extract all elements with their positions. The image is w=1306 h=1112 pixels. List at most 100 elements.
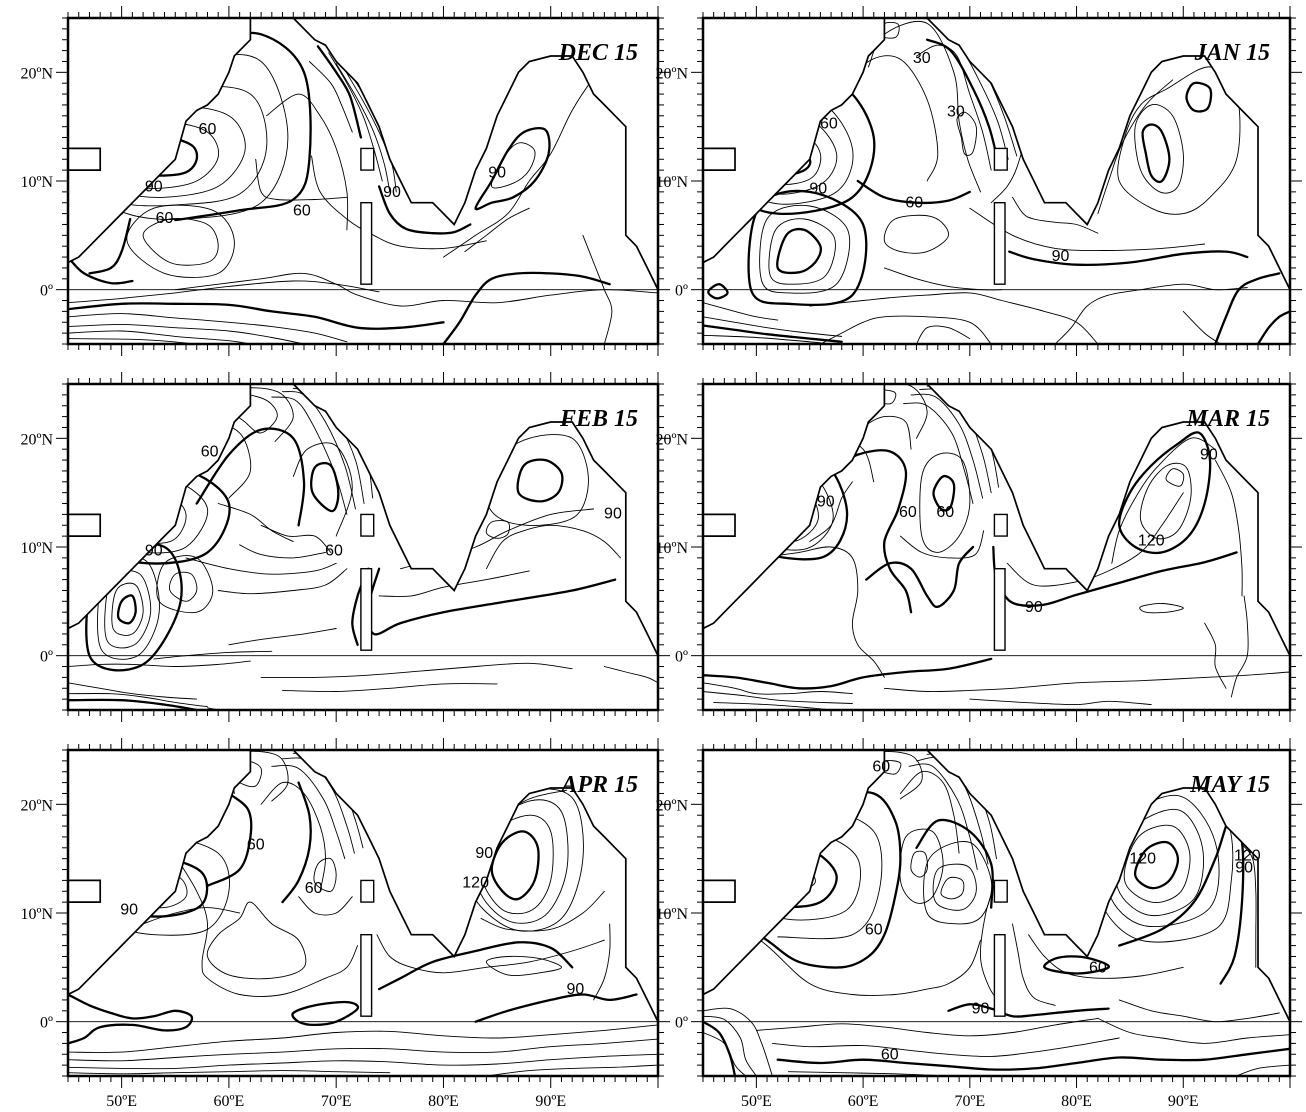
panel-title-jan: JAN 15 [1194, 40, 1270, 66]
contour-line [883, 267, 1003, 291]
contour-line [856, 179, 971, 205]
x-tick-label: 50ºE [106, 1093, 137, 1110]
y-tick-label: 10ºN [20, 174, 53, 191]
contour-label: 90 [383, 184, 401, 201]
contour-line [1139, 603, 1184, 614]
land-mask [703, 750, 1290, 1023]
contour-label: 90 [567, 981, 585, 998]
contour-line [923, 841, 993, 925]
y-tick-label: 0º [40, 649, 53, 666]
contour-line [1141, 123, 1171, 184]
contour-line [1008, 250, 1249, 266]
contour-line [969, 698, 1152, 706]
contour-line [703, 657, 993, 690]
contour-label: 120 [1138, 532, 1165, 549]
contour-line [68, 682, 198, 700]
contour-line [910, 393, 984, 499]
contour-line [1134, 104, 1184, 194]
contour-line [485, 1064, 658, 1076]
contour-line [68, 255, 134, 285]
y-tick-label: 0º [675, 1015, 688, 1032]
contour-line [111, 582, 144, 636]
x-tick-label: 70ºE [321, 1093, 352, 1110]
contour-line [313, 857, 337, 892]
contour-line [703, 682, 853, 695]
lakshadweep-island [360, 513, 375, 537]
contour-label: 90 [1200, 447, 1218, 464]
contour-line [68, 693, 208, 708]
lakshadweep-island [360, 879, 375, 903]
maldives-island [360, 202, 373, 285]
tick-marks [691, 372, 1302, 722]
contour-label: 30 [913, 50, 931, 67]
contour-line [308, 61, 353, 133]
y-tick-label: 20ºN [655, 431, 688, 448]
contour-line [899, 530, 985, 559]
y-tick-label: 10ºN [655, 540, 688, 557]
contour-line [195, 427, 306, 527]
x-tick-label: 60ºE [214, 1093, 245, 1110]
contour-line [239, 544, 326, 559]
contour-line [156, 555, 214, 614]
contour-line [1185, 81, 1213, 113]
x-tick-label: 70ºE [954, 1093, 985, 1110]
contour-line [883, 214, 949, 254]
contour-line [485, 955, 562, 976]
y-tick-label: 20ºN [655, 797, 688, 814]
contour-layer: 90 60 60 90 120 90 [703, 384, 1290, 710]
y-tick-label: 20ºN [20, 431, 53, 448]
map-panel-feb: 60 90 60 90 FEB 15 20ºN 10ºN 0º [20, 372, 670, 722]
contour-line [1012, 923, 1056, 1006]
x-tick-label: 50ºE [741, 1093, 772, 1110]
contour-line [68, 993, 194, 1045]
y-tick-label: 0º [40, 1015, 53, 1032]
lakshadweep-island [993, 147, 1008, 171]
contour-layer: 30 30 60 90 60 90 [703, 18, 1290, 344]
contour-line [771, 1037, 1120, 1057]
contour-line [68, 302, 445, 330]
contour-label: 120 [1129, 851, 1156, 868]
contour-line [68, 1024, 658, 1053]
contour-label: 60 [247, 837, 265, 854]
contour-line [68, 1070, 391, 1075]
contour-line [776, 227, 822, 275]
contour-line [707, 283, 729, 300]
contour-line [516, 458, 564, 503]
lakshadweep-island [993, 513, 1008, 537]
contour-line [1139, 462, 1192, 540]
contour-line [865, 545, 975, 608]
contour-line [126, 204, 235, 278]
contour-line [919, 452, 971, 553]
contour-line [932, 474, 956, 512]
contour-line [266, 93, 349, 231]
tick-marks [691, 738, 1302, 1088]
contour-line [281, 781, 312, 904]
contour-line [291, 1000, 360, 1027]
land-mask [703, 18, 1290, 291]
contour-line [260, 524, 332, 553]
contour-line [768, 218, 836, 285]
contour-line [1097, 79, 1174, 215]
contour-line [68, 1053, 658, 1070]
contour-line [703, 316, 843, 337]
maldives-island [360, 934, 373, 1017]
contour-line [703, 1007, 773, 1076]
contour-line [1028, 934, 1184, 979]
contour-line [1182, 310, 1222, 344]
contour-line [703, 302, 779, 321]
contour-line [316, 45, 363, 139]
contour-line [142, 218, 219, 266]
contour-line [174, 272, 658, 307]
contour-line [68, 330, 251, 344]
contour-line [809, 481, 853, 543]
contour-line [228, 628, 337, 646]
y-tick-label: 10ºN [655, 174, 688, 191]
contour-line [311, 155, 487, 250]
maldives-island [993, 568, 1006, 651]
contour-line [206, 901, 307, 980]
land-mask [68, 384, 658, 657]
contour-line [1111, 437, 1216, 564]
contour-line [485, 524, 621, 570]
contour-line [819, 315, 992, 344]
panel-title-mar: MAR 15 [1186, 406, 1270, 432]
